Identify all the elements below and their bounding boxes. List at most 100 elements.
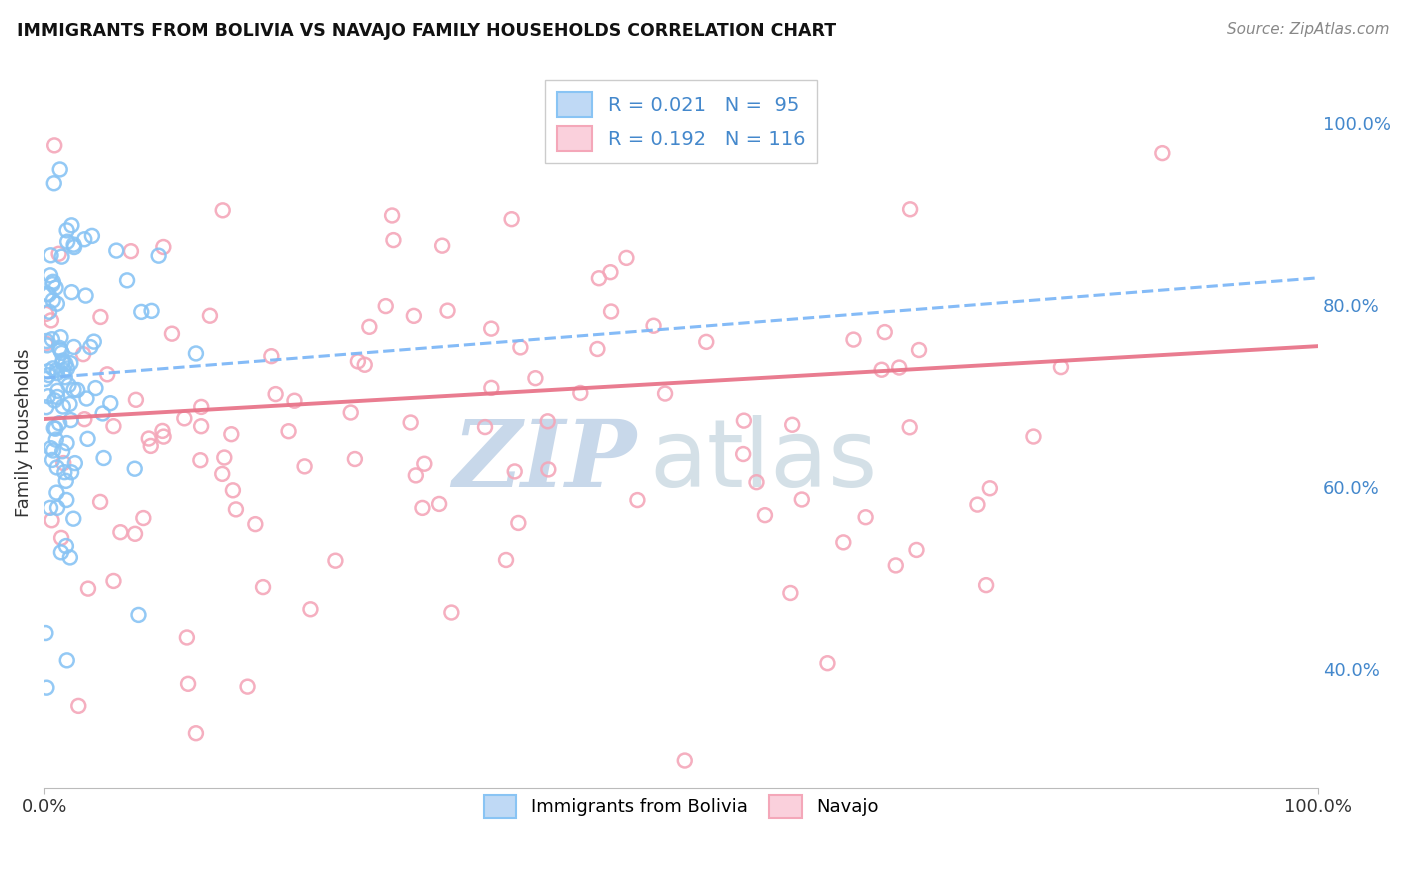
Point — [51, 346, 73, 360]
Point — [53, 465, 76, 479]
Point — [374, 299, 396, 313]
Point — [898, 202, 921, 217]
Point — [211, 467, 233, 481]
Point — [299, 602, 322, 616]
Point — [56, 361, 79, 376]
Point — [245, 517, 267, 532]
Point — [138, 432, 160, 446]
Point — [96, 368, 118, 382]
Point — [46, 390, 69, 404]
Point — [55, 436, 77, 450]
Point — [264, 387, 287, 401]
Point — [35, 338, 58, 352]
Point — [73, 232, 96, 246]
Point — [537, 414, 560, 428]
Point — [44, 393, 66, 408]
Point — [55, 539, 77, 553]
Point — [132, 511, 155, 525]
Point — [44, 422, 66, 436]
Point — [62, 237, 84, 252]
Point — [37, 389, 59, 403]
Point — [35, 286, 58, 301]
Point — [236, 680, 259, 694]
Point — [654, 386, 676, 401]
Point — [214, 450, 236, 465]
Point — [41, 453, 63, 467]
Point — [63, 240, 86, 254]
Point — [89, 310, 111, 324]
Point — [260, 349, 283, 363]
Point — [343, 452, 366, 467]
Point — [402, 309, 425, 323]
Point — [643, 318, 665, 333]
Point — [495, 553, 517, 567]
Y-axis label: Family Households: Family Households — [15, 349, 32, 516]
Point — [51, 444, 73, 458]
Point — [176, 631, 198, 645]
Point — [59, 356, 82, 370]
Point — [413, 457, 436, 471]
Point — [790, 492, 813, 507]
Point — [347, 354, 370, 368]
Point — [66, 383, 89, 397]
Point — [733, 414, 755, 428]
Point — [225, 502, 247, 516]
Point — [55, 493, 77, 508]
Point — [48, 341, 70, 355]
Point — [62, 340, 84, 354]
Point — [53, 370, 76, 384]
Point — [479, 381, 502, 395]
Point — [503, 465, 526, 479]
Point — [75, 288, 97, 302]
Point — [55, 223, 77, 237]
Point — [152, 429, 174, 443]
Point — [509, 340, 531, 354]
Point — [35, 307, 58, 321]
Point — [537, 462, 560, 476]
Point — [42, 443, 65, 458]
Point — [870, 363, 893, 377]
Point — [436, 303, 458, 318]
Point — [1022, 429, 1045, 443]
Point — [359, 319, 381, 334]
Point — [905, 543, 928, 558]
Text: IMMIGRANTS FROM BOLIVIA VS NAVAJO FAMILY HOUSEHOLDS CORRELATION CHART: IMMIGRANTS FROM BOLIVIA VS NAVAJO FAMILY… — [17, 22, 837, 40]
Point — [855, 510, 877, 524]
Point — [80, 228, 103, 243]
Point — [49, 545, 72, 559]
Point — [73, 412, 96, 426]
Point — [1152, 146, 1174, 161]
Point — [508, 516, 530, 530]
Text: atlas: atlas — [650, 415, 877, 507]
Point — [501, 212, 523, 227]
Point — [474, 420, 496, 434]
Point — [120, 244, 142, 259]
Point — [48, 247, 70, 261]
Point — [52, 353, 75, 368]
Point — [84, 381, 107, 395]
Point — [63, 456, 86, 470]
Point — [405, 468, 427, 483]
Point — [479, 321, 502, 335]
Point — [353, 358, 375, 372]
Text: Source: ZipAtlas.com: Source: ZipAtlas.com — [1226, 22, 1389, 37]
Point — [780, 417, 803, 432]
Point — [38, 368, 60, 383]
Point — [55, 474, 77, 488]
Point — [103, 574, 125, 588]
Text: ZIP: ZIP — [453, 416, 637, 506]
Point — [35, 401, 58, 415]
Point — [842, 333, 865, 347]
Point — [42, 361, 65, 376]
Point — [79, 340, 101, 354]
Point — [110, 525, 132, 540]
Point — [37, 364, 59, 378]
Point — [46, 500, 69, 515]
Point — [52, 400, 75, 414]
Point — [283, 393, 305, 408]
Point — [745, 475, 768, 490]
Point — [152, 424, 174, 438]
Point — [733, 447, 755, 461]
Point — [45, 433, 67, 447]
Point — [524, 371, 547, 385]
